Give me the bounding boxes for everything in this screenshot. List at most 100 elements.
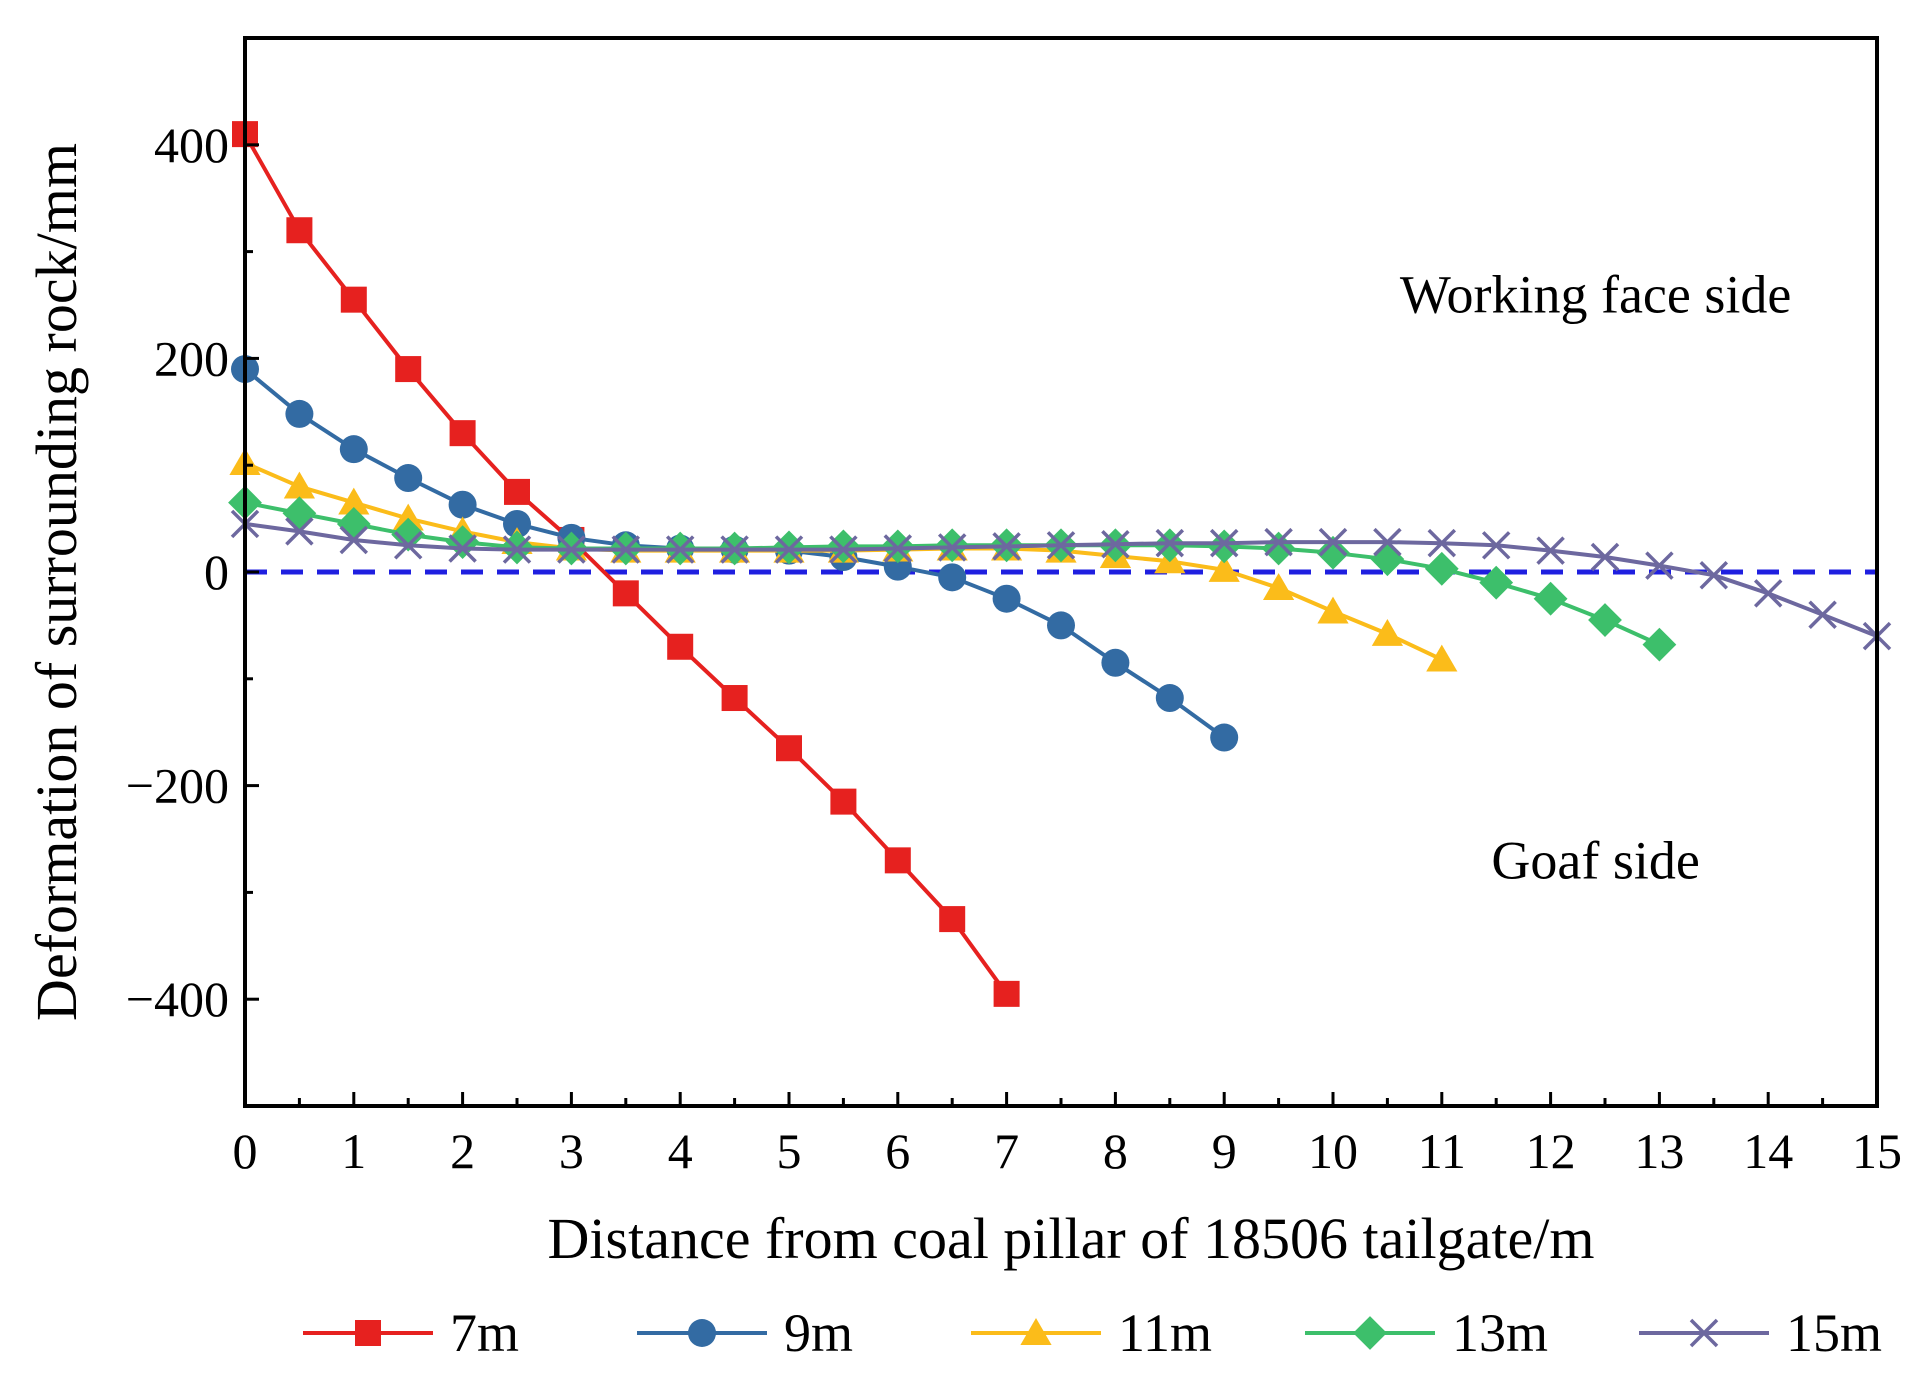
data-point-7m	[667, 633, 694, 660]
data-point-13m	[826, 529, 861, 564]
data-point-15m-stroke	[937, 533, 967, 562]
legend-item-15m: 15m	[1639, 1303, 1882, 1363]
x-tick-label: 1	[341, 1123, 366, 1179]
data-point-7m	[993, 980, 1020, 1007]
legend-marker-7m	[355, 1320, 381, 1346]
data-point-15m	[1318, 527, 1348, 557]
data-point-15m	[883, 534, 913, 563]
data-point-7m	[612, 580, 639, 607]
data-point-15m-stroke	[1046, 531, 1076, 560]
data-point-15m-stroke	[1373, 527, 1402, 557]
data-point-13m	[1642, 627, 1677, 662]
data-point-15m	[285, 517, 314, 546]
x-tick-label: 8	[1103, 1123, 1128, 1179]
data-point-15m-stroke	[1536, 536, 1565, 565]
data-point-15m	[1481, 531, 1511, 560]
legend-marker-15m-stroke	[1689, 1318, 1719, 1348]
data-point-15m-stroke	[1590, 542, 1620, 572]
data-point-11m	[1426, 644, 1458, 672]
data-point-15m	[1373, 527, 1402, 557]
data-point-9m	[339, 435, 368, 464]
legend-item-7m: 7m	[303, 1303, 519, 1363]
data-point-15m	[1753, 579, 1783, 608]
data-point-15m	[774, 535, 804, 564]
data-point-15m	[1155, 528, 1185, 558]
data-point-15m-stroke	[774, 535, 804, 564]
data-point-15m-stroke	[393, 531, 423, 560]
data-point-15m-stroke	[611, 535, 641, 564]
data-point-15m	[502, 535, 532, 564]
legend-label-13m: 13m	[1452, 1303, 1548, 1363]
data-point-7m	[504, 478, 530, 505]
legend-item-11m: 11m	[971, 1303, 1212, 1363]
data-point-15m-stroke	[1209, 528, 1239, 558]
data-point-9m	[394, 464, 423, 493]
x-tick-label: 10	[1308, 1123, 1358, 1179]
data-point-15m-stroke	[1699, 560, 1729, 590]
data-point-15m	[720, 535, 749, 564]
data-point-15m	[1645, 551, 1674, 580]
legend-label-15m: 15m	[1786, 1303, 1882, 1363]
data-point-15m	[992, 532, 1021, 561]
data-point-15m	[1046, 531, 1076, 560]
data-point-15m	[611, 535, 641, 564]
data-point-15m-stroke	[1427, 528, 1457, 558]
data-point-15m	[1699, 560, 1729, 590]
data-point-15m-stroke	[720, 535, 749, 564]
data-point-9m	[1101, 648, 1130, 677]
x-tick-label: 3	[559, 1123, 584, 1179]
legend-label-9m: 9m	[784, 1303, 853, 1363]
y-tick-label: 0	[204, 544, 229, 600]
data-point-15m	[1590, 542, 1620, 572]
data-point-9m	[992, 584, 1021, 613]
x-tick-label: 5	[777, 1123, 802, 1179]
data-point-7m	[776, 735, 802, 762]
data-point-15m-stroke	[1753, 579, 1783, 608]
data-point-13m	[1588, 603, 1622, 637]
data-point-15m-stroke	[1101, 529, 1130, 559]
data-point-15m	[1209, 528, 1239, 558]
data-point-15m-stroke	[448, 534, 477, 563]
legend-item-9m: 9m	[637, 1303, 853, 1363]
x-tick-label: 4	[668, 1123, 693, 1179]
legend-marker-9m	[688, 1319, 716, 1347]
legend-marker-11m	[1020, 1318, 1052, 1345]
data-point-13m	[1261, 531, 1296, 566]
data-point-15m-stroke	[1318, 527, 1348, 557]
data-point-7m	[939, 906, 966, 933]
data-point-11m	[1263, 573, 1295, 600]
data-point-7m	[340, 286, 367, 313]
data-point-15m	[448, 534, 477, 563]
x-tick-label: 13	[1634, 1123, 1684, 1179]
data-point-13m	[1370, 542, 1405, 577]
data-point-11m	[283, 471, 315, 499]
series-15m	[230, 509, 1892, 651]
data-point-9m	[1210, 723, 1239, 752]
data-point-15m	[1427, 528, 1457, 558]
legend-marker-15m	[1689, 1318, 1719, 1348]
data-point-11m	[1208, 554, 1240, 582]
data-point-15m	[665, 535, 695, 564]
annotation-text: Goaf side	[1491, 830, 1699, 890]
x-tick-label: 2	[450, 1123, 475, 1179]
x-tick-label: 9	[1212, 1123, 1237, 1179]
data-point-13m	[1479, 565, 1514, 600]
y-axis-title: Deformation of surrounding rock/mm	[24, 143, 89, 1021]
data-point-15m	[393, 531, 423, 560]
legend-marker-13m	[1353, 1316, 1387, 1350]
data-point-13m	[1424, 551, 1459, 586]
data-point-15m-stroke	[992, 532, 1021, 561]
data-point-15m	[829, 535, 858, 564]
data-point-15m-stroke	[1481, 531, 1511, 560]
data-point-11m	[1317, 596, 1349, 624]
data-point-15m	[1264, 527, 1293, 557]
data-point-15m	[937, 533, 967, 562]
data-point-11m	[338, 487, 370, 515]
data-point-11m	[1371, 618, 1403, 646]
x-tick-label: 11	[1418, 1123, 1466, 1179]
data-point-15m-stroke	[829, 535, 858, 564]
x-tick-label: 12	[1526, 1123, 1576, 1179]
x-tick-label: 0	[233, 1123, 258, 1179]
